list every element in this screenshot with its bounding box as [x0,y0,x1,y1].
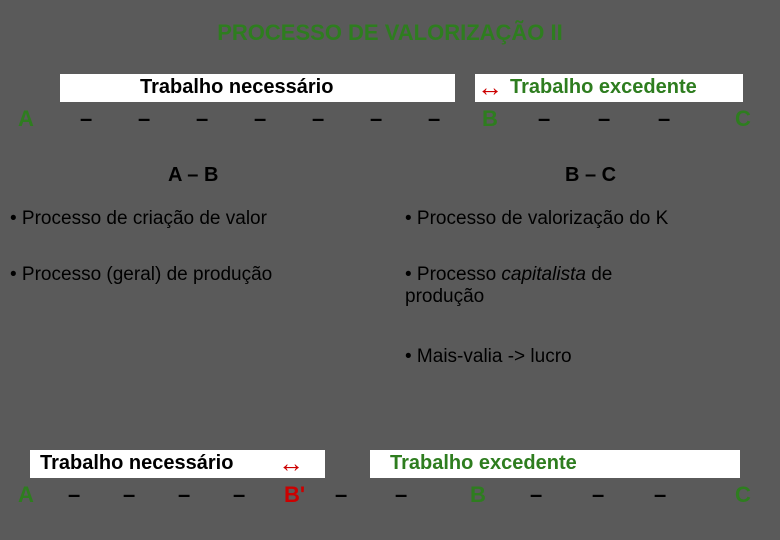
point-B: B [482,106,498,132]
timeline2-labels: Trabalho necessário Trabalho excedente ↔ [0,450,780,480]
dash: – [80,106,92,132]
dash: – [395,482,407,508]
point2-A: A [18,482,34,508]
heading-BC: B – C [565,164,616,187]
point-A: A [18,106,34,132]
dash: – [178,482,190,508]
dash: – [598,106,610,132]
section-headings: A – B B – C [0,164,780,194]
dash: – [123,482,135,508]
label-surplus: Trabalho excedente [510,76,697,99]
point2-Bprime: B' [284,482,305,508]
dash: – [530,482,542,508]
dash: – [654,482,666,508]
point2-C: C [735,482,751,508]
label-necessary: Trabalho necessário [140,76,333,99]
dash: – [196,106,208,132]
point2-B: B [470,482,486,508]
dash: – [68,482,80,508]
bullet-left: • Processo de criação de valor [10,208,267,230]
dash: – [335,482,347,508]
page-title: PROCESSO DE VALORIZAÇÃO II [0,0,780,46]
arrow-icon: ↔ [477,72,503,103]
dash: – [538,106,550,132]
dash: – [428,106,440,132]
point-C: C [735,106,751,132]
dash: – [658,106,670,132]
bullet-right: • Processo capitalista de produção [405,264,612,308]
label2-necessary: Trabalho necessário [40,452,233,475]
dash: – [254,106,266,132]
dash: – [233,482,245,508]
timeline1: A B C –––––––––– [0,106,780,140]
dash: – [312,106,324,132]
bullet-right: • Mais-valia -> lucro [405,346,572,368]
bullet-left: • Processo (geral) de produção [10,264,272,286]
dash: – [592,482,604,508]
timeline2: A B' B C – – – – – – – – – [0,482,780,516]
arrow2-icon: ↔ [278,448,304,479]
bullet-right: • Processo de valorização do K [405,208,668,230]
dash: – [138,106,150,132]
timeline1-labels: Trabalho necessário Trabalho excedente ↔ [0,74,780,104]
label2-surplus: Trabalho excedente [390,452,577,475]
heading-AB: A – B [168,164,218,187]
dash: – [370,106,382,132]
